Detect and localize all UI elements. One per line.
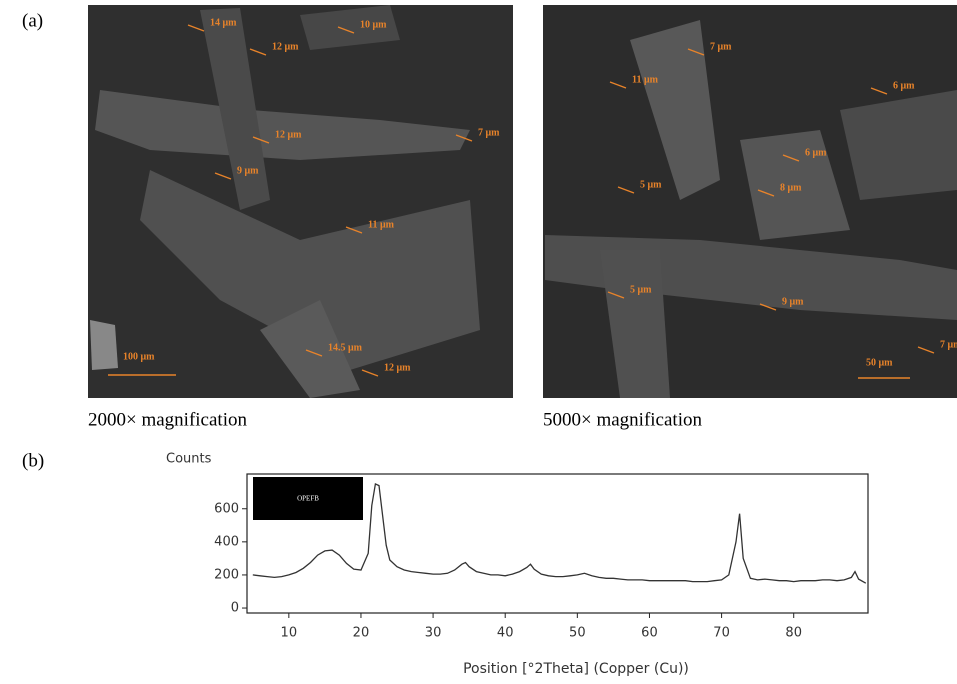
caption: 2000× magnification xyxy=(88,409,247,430)
x-tick-label: 50 xyxy=(569,626,586,641)
measurement-label: 8 μm xyxy=(780,182,802,193)
measurement-arrow xyxy=(361,369,379,377)
measurement-arrow xyxy=(305,349,323,357)
data-line xyxy=(252,482,867,584)
measurement-label: 6 μm xyxy=(893,80,915,91)
measurement-arrow xyxy=(455,134,473,142)
measurement-arrow xyxy=(757,189,775,197)
x-tick-label: 10 xyxy=(281,626,298,641)
measurement-arrow xyxy=(345,226,363,234)
measurement-arrow xyxy=(609,81,627,89)
legend-label: OPEFB xyxy=(297,495,319,503)
plot-frame xyxy=(246,473,869,614)
scale-bar-label: 100 μm xyxy=(123,351,155,362)
x-tick-label: 30 xyxy=(425,626,442,641)
measurement-label: 6 μm xyxy=(805,147,827,158)
measurement-arrow xyxy=(607,291,625,299)
measurement-arrow xyxy=(187,24,205,32)
measurement-arrow xyxy=(870,87,888,95)
y-tick-label: 600 xyxy=(214,501,239,516)
panel-label: (b) xyxy=(22,450,44,471)
measurement-arrow xyxy=(917,346,935,354)
measurement-label: 12 μm xyxy=(272,41,299,52)
measurement-label: 7 μm xyxy=(710,41,732,52)
measurement-label: 9 μm xyxy=(782,296,804,307)
sem-image xyxy=(543,5,957,398)
measurement-label: 14 μm xyxy=(210,17,237,28)
legend-box xyxy=(253,477,363,520)
y-tick-label: 0 xyxy=(231,601,239,616)
x-tick-label: 40 xyxy=(497,626,514,641)
measurement-label: 7 μm xyxy=(940,339,957,350)
measurement-label: 11 μm xyxy=(632,74,659,85)
measurement-arrow xyxy=(617,186,635,194)
measurement-arrow xyxy=(252,136,270,144)
x-tick-label: 60 xyxy=(641,626,658,641)
measurement-arrow xyxy=(782,154,800,162)
measurement-label: 9 μm xyxy=(237,165,259,176)
x-tick-label: 70 xyxy=(713,626,730,641)
scale-bar-label: 50 μm xyxy=(866,357,893,368)
measurement-arrow xyxy=(337,26,355,34)
sem-image xyxy=(88,5,513,398)
measurement-label: 5 μm xyxy=(630,284,652,295)
y-tick-label: 200 xyxy=(214,567,239,582)
y-axis-label: Counts xyxy=(166,452,212,467)
x-axis-label: Position [°2Theta] (Copper (Cu)) xyxy=(463,661,689,677)
y-tick-label: 400 xyxy=(214,534,239,549)
measurement-label: 12 μm xyxy=(384,362,411,373)
measurement-arrow xyxy=(214,172,232,180)
measurement-arrow xyxy=(687,48,705,56)
x-tick-label: 80 xyxy=(785,626,802,641)
panel-label: (a) xyxy=(22,10,43,31)
measurement-label: 11 μm xyxy=(368,219,395,230)
measurement-label: 7 μm xyxy=(478,127,500,138)
measurement-arrow xyxy=(249,48,267,56)
measurement-label: 10 μm xyxy=(360,19,387,30)
measurement-label: 14.5 μm xyxy=(328,342,363,353)
measurement-label: 12 μm xyxy=(275,129,302,140)
caption: 5000× magnification xyxy=(543,409,702,430)
measurement-arrow xyxy=(759,303,777,311)
x-tick-label: 20 xyxy=(353,626,370,641)
measurement-label: 5 μm xyxy=(640,179,662,190)
